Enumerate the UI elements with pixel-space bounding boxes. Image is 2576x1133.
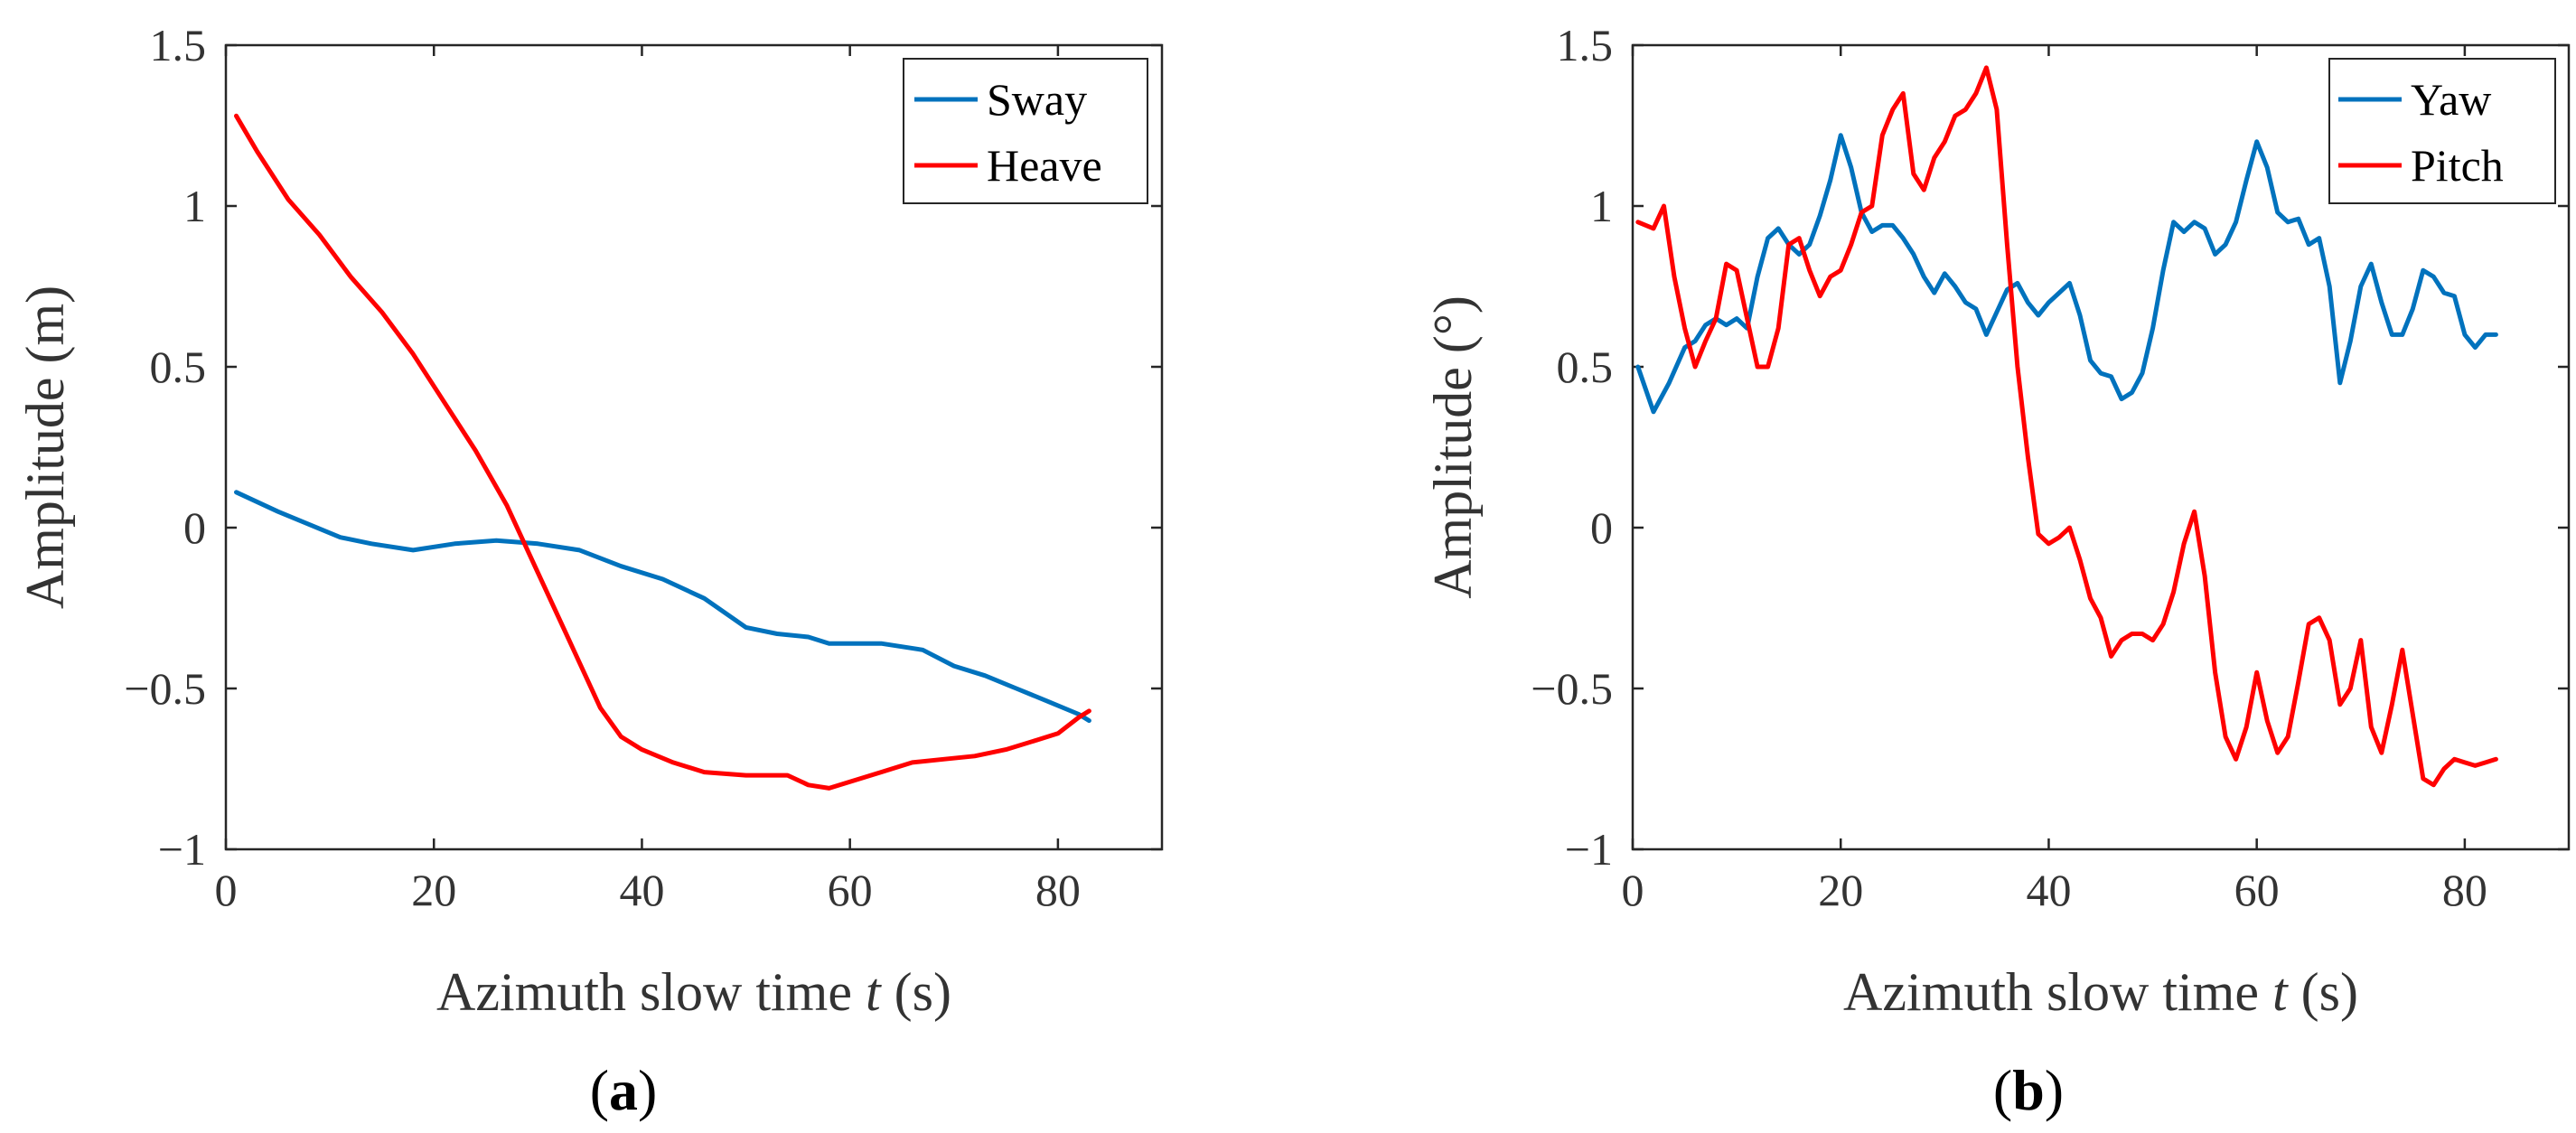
series-lines bbox=[1635, 65, 2498, 788]
x-axis-label-variable: t bbox=[866, 962, 882, 1022]
legend-box bbox=[903, 58, 1148, 204]
x-tick-label: 40 bbox=[2026, 865, 2071, 915]
x-tick-label: 80 bbox=[2442, 865, 2487, 915]
x-tick-label: 40 bbox=[619, 865, 664, 915]
legend: Yaw Pitch bbox=[2328, 58, 2556, 204]
legend-label-pitch: Pitch bbox=[2411, 140, 2504, 191]
tick-marks bbox=[1631, 43, 2569, 851]
x-tick-label: 60 bbox=[2234, 865, 2280, 915]
x-axis-label-suffix: (s) bbox=[881, 962, 951, 1022]
caption-open-paren: ( bbox=[590, 1058, 609, 1122]
series-line-heave bbox=[234, 113, 1091, 791]
y-axis-label: Amplitude (°) bbox=[1423, 295, 1483, 599]
x-tick-labels: 0 20 40 60 80 bbox=[1622, 865, 2487, 915]
panel-caption-b: (b) bbox=[1993, 1058, 2064, 1122]
x-axis-label-variable: t bbox=[2272, 962, 2289, 1022]
series-line-yaw bbox=[1635, 133, 2498, 415]
y-tick-label: 1.5 bbox=[150, 20, 207, 70]
legend-label-sway: Sway bbox=[987, 74, 1087, 125]
y-tick-label: 0.5 bbox=[150, 342, 207, 392]
y-tick-label: 1 bbox=[183, 181, 206, 231]
plot-area-box bbox=[224, 43, 1164, 851]
x-axis-label-prefix: Azimuth slow time bbox=[1843, 962, 2272, 1022]
chart-panel-a: 0 20 40 60 80 −1 −0.5 0 0.5 1 1.5 Amplitude (m) A… bbox=[15, 20, 1164, 1122]
y-tick-label: 1.5 bbox=[1557, 20, 1614, 70]
caption-letter: a bbox=[609, 1058, 638, 1122]
x-tick-label: 20 bbox=[411, 865, 456, 915]
tick-marks bbox=[224, 43, 1162, 851]
y-axis-label: Amplitude (m) bbox=[15, 286, 75, 609]
y-tick-label: −0.5 bbox=[1531, 663, 1613, 714]
plot-area-box bbox=[1631, 43, 2571, 851]
y-tick-label: −0.5 bbox=[124, 663, 206, 714]
y-tick-labels: −1 −0.5 0 0.5 1 1.5 bbox=[1531, 20, 1613, 875]
y-tick-label: 0 bbox=[183, 502, 206, 553]
legend-box bbox=[2328, 58, 2556, 204]
legend-label-heave: Heave bbox=[987, 140, 1102, 191]
x-tick-labels: 0 20 40 60 80 bbox=[215, 865, 1081, 915]
x-tick-label: 20 bbox=[1818, 865, 1863, 915]
y-tick-label: 1 bbox=[1590, 181, 1613, 231]
x-axis-label-suffix: (s) bbox=[2288, 962, 2358, 1022]
caption-open-paren: ( bbox=[1993, 1058, 2012, 1122]
y-tick-label: −1 bbox=[158, 824, 206, 875]
series-line-sway bbox=[234, 490, 1091, 724]
series-line-pitch bbox=[1635, 65, 2498, 788]
x-axis-label: Azimuth slow time t (s) bbox=[1843, 962, 2358, 1022]
chart-panel-b: 0 20 40 60 80 −1 −0.5 0 0.5 1 1.5 Amplitude (°) A… bbox=[1423, 20, 2571, 1122]
legend: Sway Heave bbox=[903, 58, 1148, 204]
y-tick-label: −1 bbox=[1565, 824, 1613, 875]
x-tick-label: 60 bbox=[828, 865, 873, 915]
caption-close-paren: ) bbox=[2045, 1058, 2064, 1122]
x-axis-label: Azimuth slow time t (s) bbox=[436, 962, 951, 1022]
panel-caption-a: (a) bbox=[590, 1058, 658, 1122]
series-lines bbox=[234, 113, 1091, 791]
caption-letter: b bbox=[2012, 1058, 2045, 1122]
legend-label-yaw: Yaw bbox=[2411, 74, 2491, 125]
y-tick-label: 0.5 bbox=[1557, 342, 1614, 392]
y-tick-label: 0 bbox=[1590, 502, 1613, 553]
x-tick-label: 0 bbox=[1622, 865, 1644, 915]
caption-close-paren: ) bbox=[638, 1058, 657, 1122]
y-tick-labels: −1 −0.5 0 0.5 1 1.5 bbox=[124, 20, 206, 875]
x-axis-label-prefix: Azimuth slow time bbox=[436, 962, 866, 1022]
x-tick-label: 80 bbox=[1035, 865, 1081, 915]
x-tick-label: 0 bbox=[215, 865, 238, 915]
